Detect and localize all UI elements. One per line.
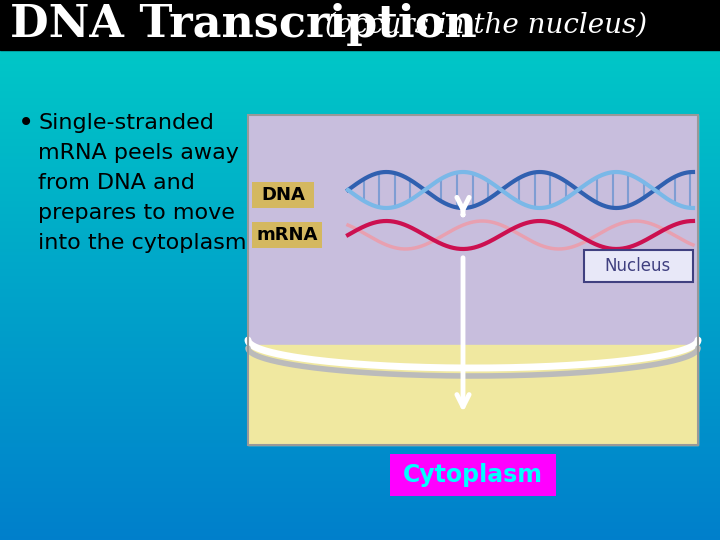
Text: Single-stranded: Single-stranded bbox=[38, 113, 214, 133]
FancyBboxPatch shape bbox=[252, 182, 314, 208]
FancyBboxPatch shape bbox=[252, 222, 322, 248]
FancyBboxPatch shape bbox=[390, 454, 556, 496]
Text: Nucleus: Nucleus bbox=[605, 257, 671, 275]
Text: Cytoplasm: Cytoplasm bbox=[403, 463, 543, 487]
Bar bbox=[248, 345, 698, 445]
Text: DNA: DNA bbox=[261, 186, 305, 204]
Text: into the cytoplasm: into the cytoplasm bbox=[38, 233, 246, 253]
Text: mRNA peels away: mRNA peels away bbox=[38, 143, 239, 163]
Text: prepares to move: prepares to move bbox=[38, 203, 235, 223]
Text: from DNA and: from DNA and bbox=[38, 173, 195, 193]
Text: (occurs in the nucleus): (occurs in the nucleus) bbox=[316, 11, 647, 38]
Text: mRNA: mRNA bbox=[256, 226, 318, 244]
FancyBboxPatch shape bbox=[584, 250, 693, 282]
Text: •: • bbox=[18, 109, 35, 137]
Bar bbox=[0, 0, 720, 50]
Bar bbox=[248, 115, 698, 345]
Bar bbox=[248, 115, 698, 445]
Text: DNA Transcription: DNA Transcription bbox=[10, 3, 477, 46]
